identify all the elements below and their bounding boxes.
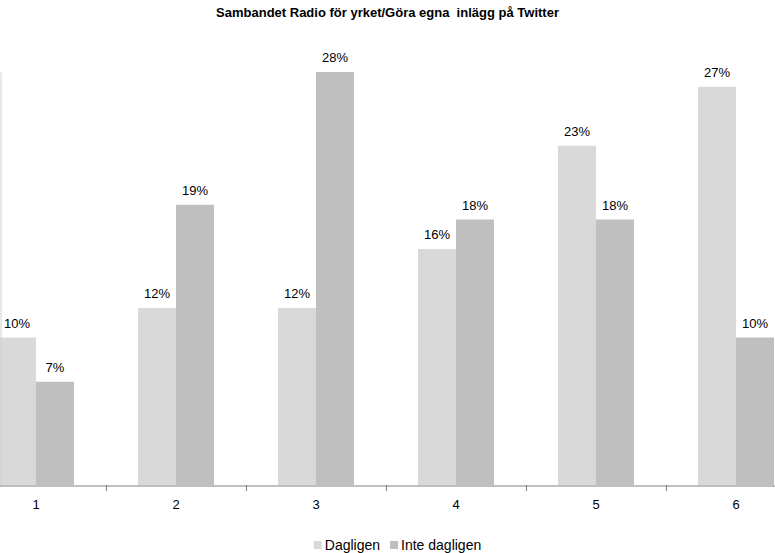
legend-item: Inte dagligen [390,537,481,553]
category-divider [386,485,387,491]
x-tick: 3 [312,497,319,512]
bars [0,72,774,485]
legend-swatch [390,541,398,549]
data-label: 28% [322,50,348,65]
data-label: 19% [182,183,208,198]
title: Sambandet Radio för yrket/Göra egna inlä… [216,5,559,20]
x-tick-label: 4 [452,497,459,512]
data-labels: 10% 12% 12% 16% 23% 27% 7% 19% 28% 18% 18% 10% [4,50,768,375]
x-axis: 1 2 3 4 5 6 [0,486,775,512]
bar [0,338,36,486]
bar [456,220,494,486]
x-tick: 2 [172,497,179,512]
series-bars [0,87,736,485]
data-label: 12% [284,286,310,301]
series-bars [36,72,774,485]
bar [558,146,596,485]
legend-swatch [314,541,322,549]
bar [596,220,634,486]
category-dividers [107,485,667,491]
bar [278,308,316,485]
y-axis [1,73,2,486]
bar [176,205,214,485]
legend-label: Dagligen [325,537,380,553]
x-tick-label: 5 [592,497,599,512]
category-divider [666,485,667,491]
bar [698,87,736,485]
x-axis-line [0,486,775,487]
category-divider [246,485,247,491]
data-label: 10% [4,316,30,331]
category-divider [526,485,527,491]
legend-label: Inte dagligen [401,537,481,553]
bar [316,72,354,485]
x-tick-label: 6 [732,497,739,512]
bar [138,308,176,485]
bar [418,249,456,485]
x-tick: 4 [452,497,459,512]
data-label: 12% [144,286,170,301]
x-tick-label: 2 [172,497,179,512]
category-divider [106,485,107,491]
x-tick: 6 [732,497,739,512]
x-tick: 1 [32,497,39,512]
data-label: 10% [742,316,768,331]
data-label: 16% [424,227,450,242]
legend-item: Dagligen [314,537,380,553]
data-label: 7% [46,360,65,375]
data-label: 18% [602,198,628,213]
bar [736,338,774,486]
data-label: 27% [704,65,730,80]
x-tick: 5 [592,497,599,512]
bar [36,382,74,485]
legend: Dagligen Inte dagligen [314,537,481,553]
data-label: 18% [462,198,488,213]
x-tick-label: 1 [32,497,39,512]
chart: Sambandet Radio för yrket/Göra egna inlä… [0,0,775,553]
data-label: 23% [564,124,590,139]
x-tick-label: 3 [312,497,319,512]
y-axis-line [1,73,2,486]
